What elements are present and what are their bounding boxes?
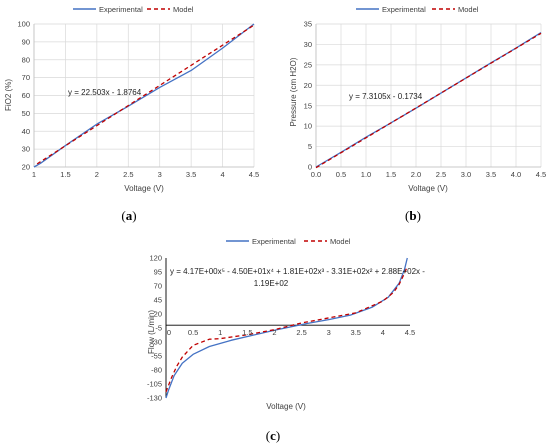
chart-b-xtick-8: 4.0 [511,170,521,179]
panel-label-c: (c) [266,428,280,443]
chart-a-xtick-3: 2.5 [123,170,133,179]
chart-c-ytick-0: 120 [149,254,162,263]
chart-b-xtick-7: 3.5 [486,170,496,179]
chart-c-ticks: 120 95 70 45 20 -5 -30 -55 -80 -105 -130 0 0.5 1 1.5 2 2… [147,254,415,403]
chart-b-xtick-5: 2.5 [436,170,446,179]
chart-c-xtick-5: 2.5 [296,328,306,337]
chart-c-xtick-6: 3 [327,328,331,337]
chart-a-legend: Experimental Model [73,5,194,14]
chart-c-equation-line2: 1.19E+02 [254,279,289,288]
chart-c-ylabel: Flow (L/min) [147,310,156,354]
chart-a-legend-experimental: Experimental [99,5,143,14]
chart-c-legend: Experimental Model [226,237,351,246]
chart-a-ytick-3: 50 [22,109,30,118]
chart-b-ytick-4: 20 [304,81,312,90]
chart-c-ytick-2: 70 [154,282,162,291]
chart-c-ytick-5: -5 [155,324,162,333]
chart-b-legend: Experimental Model [356,5,479,14]
chart-b-xtick-0: 0.0 [311,170,321,179]
chart-a-ytick-2: 40 [22,127,30,136]
chart-c-equation-line1: y = 4.17E+00x⁵ - 4.50E+01x⁴ + 1.81E+02x³… [170,267,425,276]
chart-a-ytick-0: 20 [22,163,30,172]
chart-a-series-model [36,24,255,165]
chart-b-ytick-0: 0 [308,163,312,172]
chart-b-ytick-6: 30 [304,40,312,49]
chart-c-series-model [165,266,408,393]
chart-c-series [165,257,408,399]
chart-b-equation: y = 7.3105x - 0.1734 [349,92,423,101]
chart-b-axes [315,24,541,168]
chart-c-ytick-10: -130 [147,394,162,403]
chart-b-xtick-6: 3.0 [461,170,471,179]
chart-c-axes [165,258,410,398]
chart-c: 120 95 70 45 20 -5 -30 -55 -80 -105 -130 0 0.5 1 1.5 2 2… [147,237,425,411]
panel-label-a: (a) [121,208,136,223]
chart-b-xtick-3: 1.5 [386,170,396,179]
chart-b-grid [315,23,542,168]
chart-a-xtick-0: 1 [32,170,36,179]
chart-a-xtick-4: 3 [158,170,162,179]
chart-b-legend-model: Model [458,5,479,14]
chart-a-equation: y = 22.503x - 1.8764 [68,88,142,97]
chart-c-ytick-9: -105 [147,380,162,389]
chart-a-series [33,23,255,168]
chart-c-xtick-2: 1 [218,328,222,337]
chart-a-xtick-6: 4 [220,170,224,179]
chart-c-ytick-8: -80 [151,366,162,375]
chart-c-legend-model: Model [330,237,351,246]
chart-b: 0 5 10 15 20 25 30 35 0.0 0.5 1.0 1.5 2.0 2.5 3.0 3.5 4.… [289,5,546,193]
chart-a-xtick-1: 1.5 [60,170,70,179]
chart-c-xtick-7: 3.5 [351,328,361,337]
chart-c-ytick-6: -30 [151,338,162,347]
chart-b-ylabel: Pressure (cm H2O) [289,57,298,126]
chart-b-series-model [315,32,542,169]
chart-a-xlabel: Voltage (V) [124,184,164,193]
chart-c-ytick-1: 95 [154,268,162,277]
chart-c-ytick-7: -55 [151,352,162,361]
chart-b-ytick-2: 10 [304,122,312,131]
chart-a-xtick-5: 3.5 [186,170,196,179]
chart-a-axes [33,24,254,168]
chart-c-xtick-8: 4 [381,328,385,337]
panel-label-b: (b) [405,208,421,223]
chart-b-xtick-9: 4.5 [536,170,546,179]
chart-b-xtick-1: 0.5 [336,170,346,179]
chart-a-xtick-2: 2 [95,170,99,179]
chart-a-ytick-6: 80 [22,55,30,64]
chart-a-ticks: 20 30 40 50 60 70 80 90 100 1 1.5 2 2.5 3 3.5 4 4.5 [17,20,259,179]
chart-b-ytick-7: 35 [304,20,312,29]
chart-c-legend-experimental: Experimental [252,237,296,246]
chart-a-ytick-1: 30 [22,145,30,154]
chart-b-series [315,32,542,169]
chart-b-xlabel: Voltage (V) [408,184,448,193]
chart-b-ytick-1: 5 [308,142,312,151]
chart-a-ylabel: FiO2 (%) [4,79,13,111]
chart-c-xtick-9: 4.5 [405,328,415,337]
chart-c-ytick-4: 20 [154,310,162,319]
chart-a-ytick-8: 100 [17,20,30,29]
chart-a-ytick-5: 70 [22,73,30,82]
chart-a-ytick-4: 60 [22,91,30,100]
chart-b-xtick-4: 2.0 [411,170,421,179]
chart-a-xtick-7: 4.5 [249,170,259,179]
chart-b-ticks: 0 5 10 15 20 25 30 35 0.0 0.5 1.0 1.5 2.0 2.5 3.0 3.5 4.… [304,20,547,179]
chart-c-xtick-3: 1.5 [242,328,252,337]
chart-b-xtick-2: 1.0 [361,170,371,179]
chart-c-xlabel: Voltage (V) [266,402,306,411]
chart-c-xtick-1: 0.5 [188,328,198,337]
chart-a-ytick-7: 90 [22,37,30,46]
chart-c-ytick-3: 45 [154,296,162,305]
chart-c-xtick-0: 0 [167,328,171,337]
chart-b-ytick-5: 25 [304,60,312,69]
chart-a-legend-model: Model [173,5,194,14]
chart-b-legend-experimental: Experimental [382,5,426,14]
chart-c-xtick-4: 2 [272,328,276,337]
chart-a: 20 30 40 50 60 70 80 90 100 1 1.5 2 2.5 3 3.5 4 4.5 Expe… [4,5,259,193]
chart-b-ytick-3: 15 [304,101,312,110]
